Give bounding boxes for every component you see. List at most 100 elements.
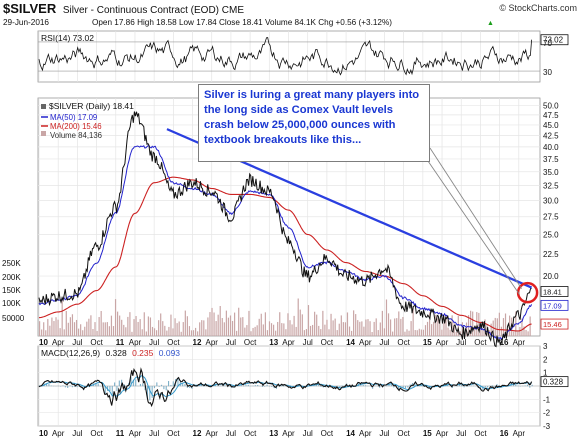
volume-tick-label: 200K — [2, 273, 21, 282]
volume-bar — [402, 317, 403, 336]
volume-bar — [166, 331, 167, 336]
volume-bar — [203, 320, 204, 336]
volume-bar — [296, 327, 297, 336]
volume-bar — [121, 320, 122, 336]
volume-bar — [234, 313, 235, 336]
volume-bar — [88, 319, 89, 336]
volume-bar — [158, 320, 159, 336]
volume-bar — [107, 322, 108, 336]
volume-bar — [45, 330, 46, 336]
volume-bar — [312, 325, 313, 336]
macd-histogram-bar — [245, 385, 246, 386]
price-tick-label: 20.0 — [543, 272, 559, 281]
x-tick-label: Oct — [90, 338, 103, 347]
macd-histogram-bar — [518, 386, 519, 387]
volume-bar — [164, 326, 165, 336]
volume-bar — [86, 322, 87, 336]
macd-histogram-bar — [464, 386, 465, 387]
volume-bar — [439, 322, 440, 336]
volume-bar — [191, 330, 192, 336]
macd-tick-label: 0.328 — [543, 378, 564, 387]
price-tick-label: 50.0 — [543, 101, 559, 110]
macd-histogram-bar — [389, 385, 390, 386]
macd-histogram-bar — [248, 385, 249, 386]
volume-bar — [211, 308, 212, 336]
volume-bar — [125, 327, 126, 336]
x-tick-label: Apr — [282, 338, 295, 347]
macd-histogram-bar — [283, 386, 284, 387]
macd-histogram-bar — [72, 386, 73, 387]
volume-bar — [232, 321, 233, 336]
volume-bar — [372, 332, 373, 336]
x-tick-label: Apr — [52, 429, 65, 438]
x-tick-label: 15 — [423, 429, 432, 438]
macd-histogram-bar — [135, 379, 136, 386]
x-tick-label: Jul — [226, 338, 236, 347]
volume-bar — [269, 321, 270, 336]
x-tick-label: Apr — [129, 338, 142, 347]
rsi-tick-label: 30 — [543, 68, 552, 77]
volume-bar — [201, 320, 202, 336]
volume-bar — [123, 325, 124, 336]
volume-bar — [525, 330, 526, 336]
x-tick-label: Oct — [244, 429, 257, 438]
legend-ma50: MA(50) 17.09 — [50, 113, 97, 122]
header-date: 29-Jun-2016 — [3, 18, 49, 27]
volume-bar — [78, 329, 79, 336]
x-tick-label: Jul — [72, 338, 82, 347]
volume-bar — [177, 323, 178, 336]
macd-histogram-bar — [485, 386, 486, 387]
macd-histogram-bar — [173, 381, 174, 386]
volume-bar — [351, 331, 352, 336]
volume-bar — [209, 312, 210, 336]
x-tick-label: 16 — [500, 429, 509, 438]
volume-bar — [230, 315, 231, 336]
volume-bar — [244, 328, 245, 336]
volume-bar — [345, 322, 346, 336]
volume-bar — [353, 310, 354, 336]
volume-bar — [99, 317, 100, 336]
macd-histogram-bar — [109, 386, 110, 391]
volume-bar — [148, 316, 149, 336]
macd-histogram-bar — [363, 385, 364, 386]
volume-bar — [207, 317, 208, 336]
macd-histogram-bar — [365, 385, 366, 386]
macd-histogram-bar — [487, 386, 488, 387]
x-tick-label: Oct — [167, 338, 180, 347]
volume-bar — [326, 320, 327, 336]
macd-histogram-bar — [203, 386, 204, 387]
volume-bar — [390, 319, 391, 336]
x-tick-label: Apr — [513, 429, 526, 438]
macd-histogram-bar — [98, 383, 99, 386]
price-badge-label: 17.09 — [543, 301, 562, 310]
rsi-tick-label: 70 — [543, 39, 552, 48]
volume-bar — [355, 314, 356, 336]
volume-bar — [304, 330, 305, 336]
volume-bar — [302, 314, 303, 336]
volume-bar — [129, 312, 130, 336]
x-tick-label: Apr — [206, 429, 219, 438]
volume-bar — [273, 325, 274, 336]
x-tick-label: Apr — [436, 429, 449, 438]
volume-bar — [431, 324, 432, 336]
macd-histogram-bar — [161, 385, 162, 386]
volume-bar — [411, 321, 412, 336]
volume-bar — [162, 321, 163, 336]
volume-bar — [172, 328, 173, 336]
macd-histogram-bar — [271, 386, 272, 387]
x-tick-label: Jul — [149, 338, 159, 347]
volume-bar — [51, 318, 52, 336]
volume-bar — [259, 319, 260, 336]
volume-bar — [220, 306, 221, 336]
volume-bar — [347, 312, 348, 336]
volume-bar — [205, 329, 206, 336]
price-badge-label: 15.46 — [543, 320, 562, 329]
macd-histogram-bar — [140, 384, 141, 386]
volume-bar — [96, 331, 97, 336]
volume-bar — [406, 329, 407, 336]
x-tick-label: Oct — [321, 338, 334, 347]
x-tick-label: Oct — [90, 429, 103, 438]
macd-histogram-bar — [532, 385, 533, 386]
price-tick-label: 22.5 — [543, 250, 559, 259]
macd-histogram-bar — [257, 385, 258, 386]
